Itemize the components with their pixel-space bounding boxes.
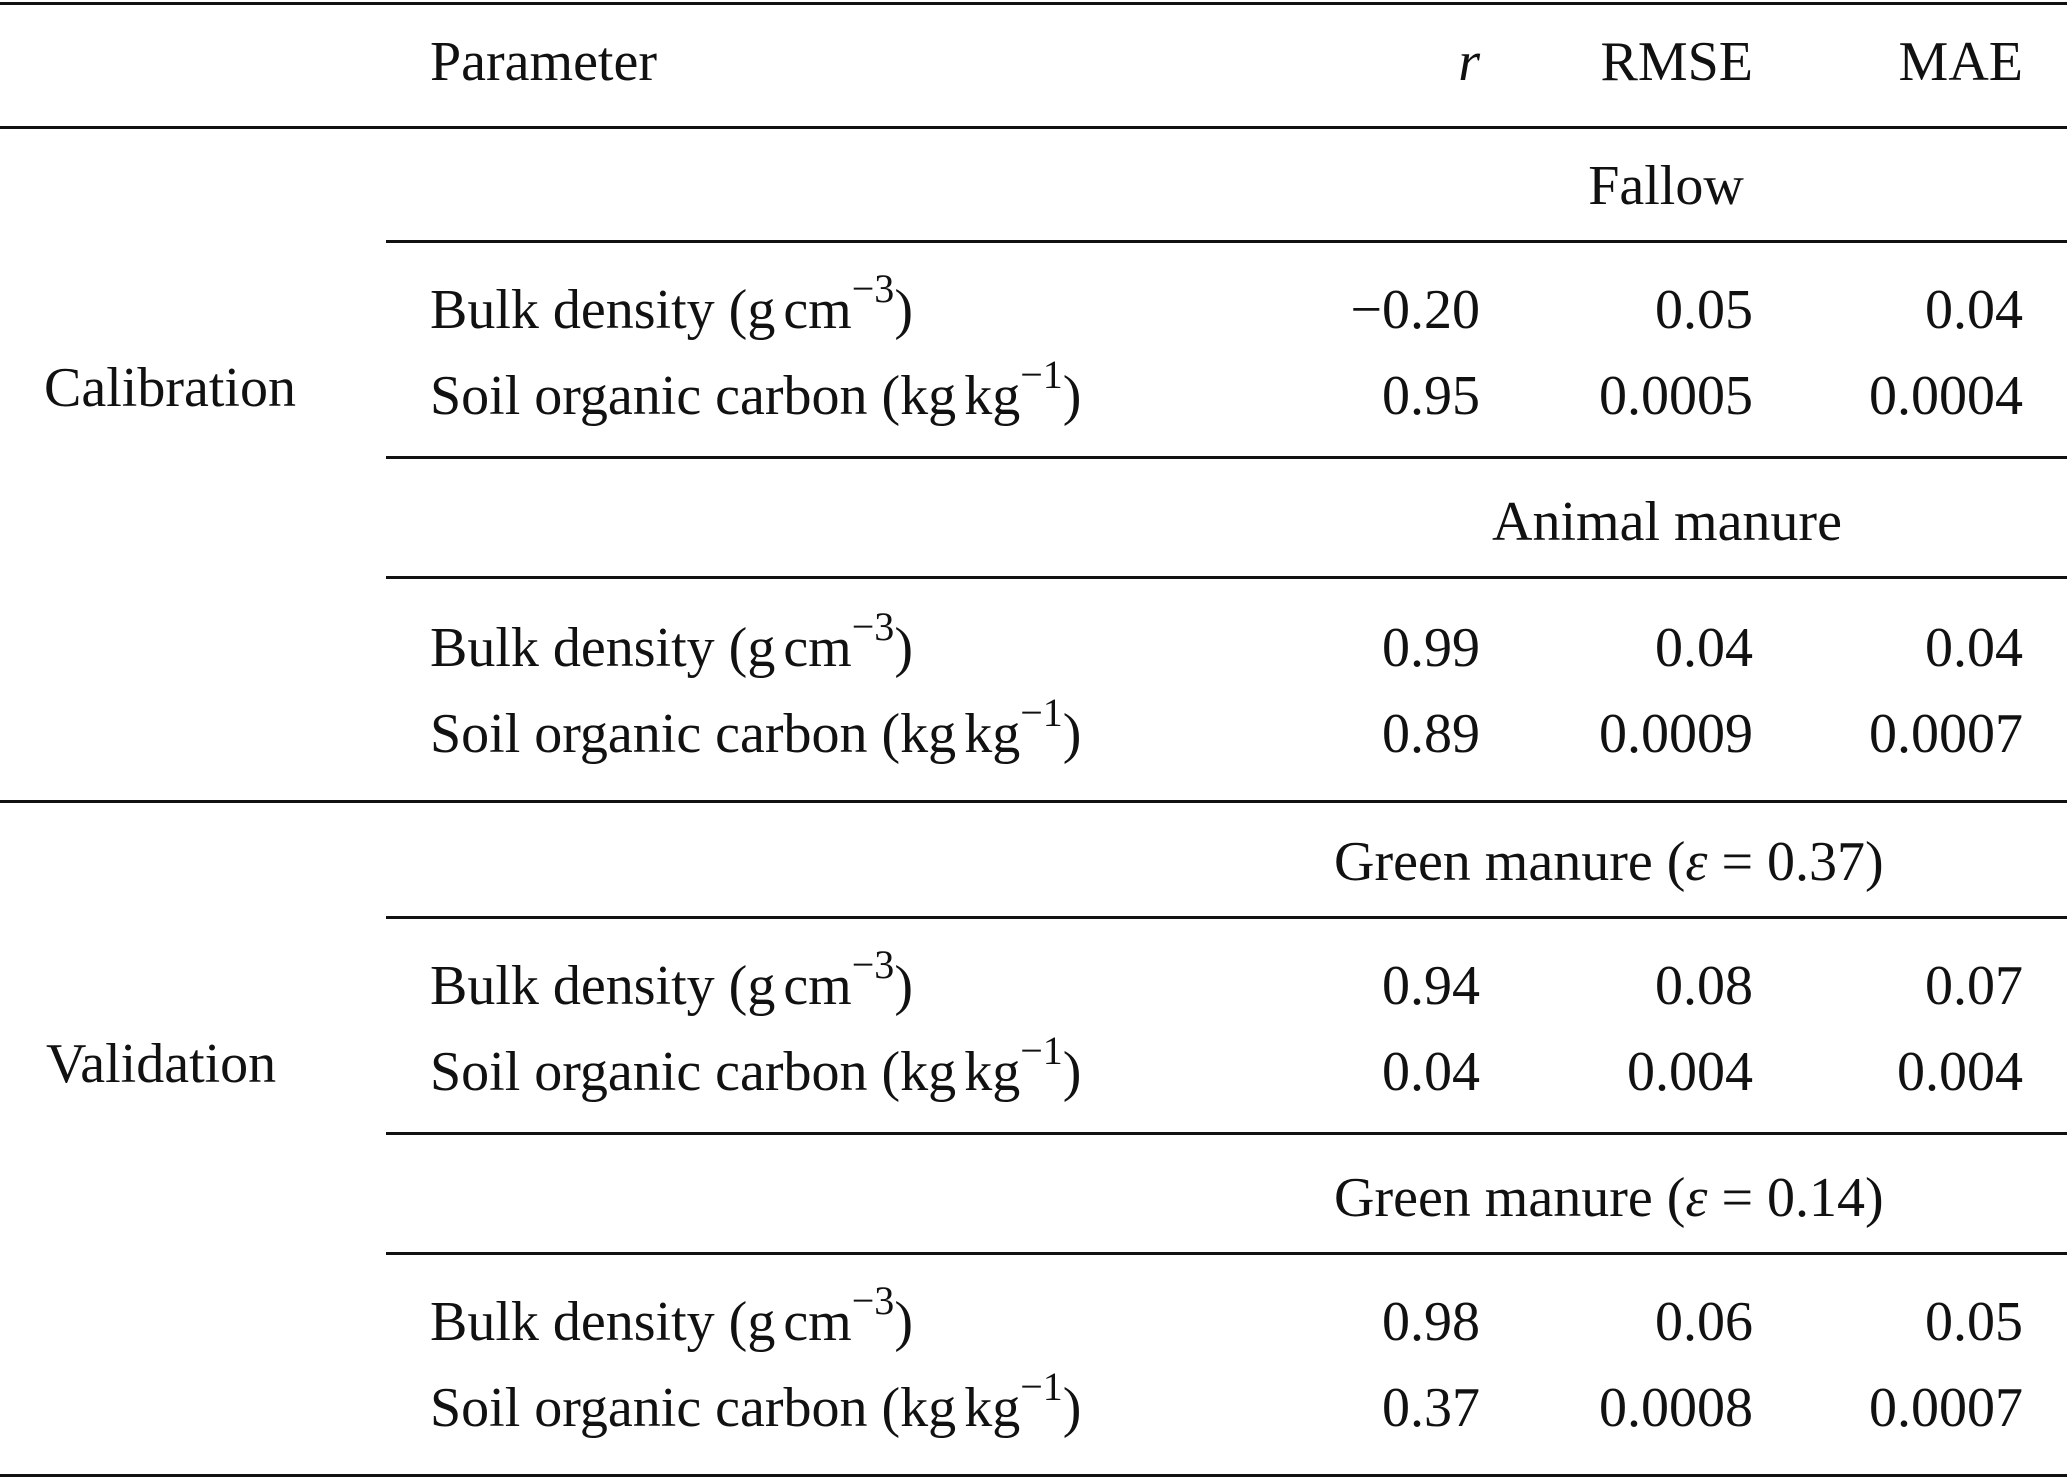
title-suffix: = 0.14) [1707,1167,1884,1229]
block-rule [386,916,2067,919]
param-unit: kg [964,1041,1021,1103]
value-mae: 0.05 [1925,1291,2023,1353]
title-prefix: Green manure ( [1334,1167,1686,1229]
epsilon-symbol: ε [1685,1167,1708,1229]
param-base: Bulk density (g [430,955,776,1017]
param-unit: kg [964,1377,1021,1439]
block-title-green-manure-037: Green manure (ε = 0.37) [1334,834,1884,890]
value-rmse: 0.06 [1655,1291,1753,1353]
value-rmse: 0.0008 [1599,1377,1753,1439]
param-unit: cm [783,617,852,679]
param-base: Bulk density (g [430,1291,776,1353]
parameter-cell: Soil organic carbon (kg kg−1) [430,1031,1082,1103]
bottom-rule [0,1474,2067,1477]
param-base: Bulk density (g [430,279,776,341]
value-r: 0.04 [1382,1041,1480,1103]
epsilon-symbol: ε [1685,831,1708,893]
block-rule [386,240,2067,243]
phase-rule [0,800,2067,803]
block-rule [386,1252,2067,1255]
param-exponent: −1 [1020,1028,1063,1074]
value-mae: 0.04 [1925,279,2023,341]
header-parameter: Parameter [430,31,657,93]
title-suffix: = 0.37) [1707,831,1884,893]
parameter-cell: Bulk density (g cm−3) [430,945,913,1017]
param-close: ) [894,617,913,679]
parameter-cell: Soil organic carbon (kg kg−1) [430,693,1082,765]
header-mae: MAE [1898,31,2023,93]
header-rmse: RMSE [1600,31,1754,93]
param-unit: cm [783,279,852,341]
param-base: Bulk density (g [430,617,776,679]
title-prefix: Green manure ( [1334,831,1686,893]
phase-label-validation: Validation [46,1033,277,1095]
param-exponent: −3 [851,1278,895,1324]
param-close: ) [894,1291,913,1353]
block-rule [386,456,2067,459]
param-exponent: −3 [851,266,895,312]
param-close: ) [894,955,913,1017]
param-unit: cm [783,955,852,1017]
param-base: Soil organic carbon (kg [430,703,957,765]
parameter-cell: Soil organic carbon (kg kg−1) [430,1367,1082,1439]
param-close: ) [1062,365,1082,427]
value-mae: 0.0007 [1869,703,2023,765]
param-exponent: −1 [1020,352,1063,398]
param-unit: kg [964,703,1021,765]
phase-label-calibration: Calibration [44,357,296,419]
value-mae: 0.04 [1925,617,2023,679]
header-r: r [1458,31,1480,93]
param-base: Soil organic carbon (kg [430,1041,957,1103]
parameter-cell: Bulk density (g cm−3) [430,269,913,341]
block-title-animal-manure: Animal manure [1492,491,1842,553]
value-rmse: 0.0005 [1599,365,1753,427]
param-close: ) [894,279,913,341]
block-title-green-manure-014: Green manure (ε = 0.14) [1334,1170,1884,1226]
value-r: 0.89 [1382,703,1480,765]
param-base: Soil organic carbon (kg [430,1377,957,1439]
param-unit: kg [964,365,1021,427]
param-unit: cm [783,1291,852,1353]
value-rmse: 0.08 [1655,955,1753,1017]
value-rmse: 0.05 [1655,279,1753,341]
value-r: 0.98 [1382,1291,1480,1353]
value-r: −0.20 [1350,279,1480,341]
block-title-fallow: Fallow [1588,155,1744,217]
param-close: ) [1062,703,1082,765]
value-rmse: 0.0009 [1599,703,1753,765]
parameter-cell: Soil organic carbon (kg kg−1) [430,355,1082,427]
param-base: Soil organic carbon (kg [430,365,957,427]
parameter-cell: Bulk density (g cm−3) [430,1281,913,1353]
param-exponent: −1 [1020,1364,1063,1410]
param-exponent: −3 [851,604,895,650]
value-rmse: 0.04 [1655,617,1753,679]
value-mae: 0.0004 [1869,365,2023,427]
value-r: 0.99 [1382,617,1480,679]
header-rule [0,126,2067,129]
param-exponent: −3 [851,942,895,988]
block-rule [386,576,2067,579]
value-r: 0.94 [1382,955,1480,1017]
value-mae: 0.004 [1897,1041,2023,1103]
param-exponent: −1 [1020,690,1063,736]
value-rmse: 0.004 [1627,1041,1753,1103]
value-r: 0.95 [1382,365,1480,427]
param-close: ) [1062,1377,1082,1439]
block-rule [386,1132,2067,1135]
value-mae: 0.07 [1925,955,2023,1017]
top-rule [0,2,2067,5]
param-close: ) [1062,1041,1082,1103]
value-r: 0.37 [1382,1377,1480,1439]
value-mae: 0.0007 [1869,1377,2023,1439]
parameter-cell: Bulk density (g cm−3) [430,607,913,679]
